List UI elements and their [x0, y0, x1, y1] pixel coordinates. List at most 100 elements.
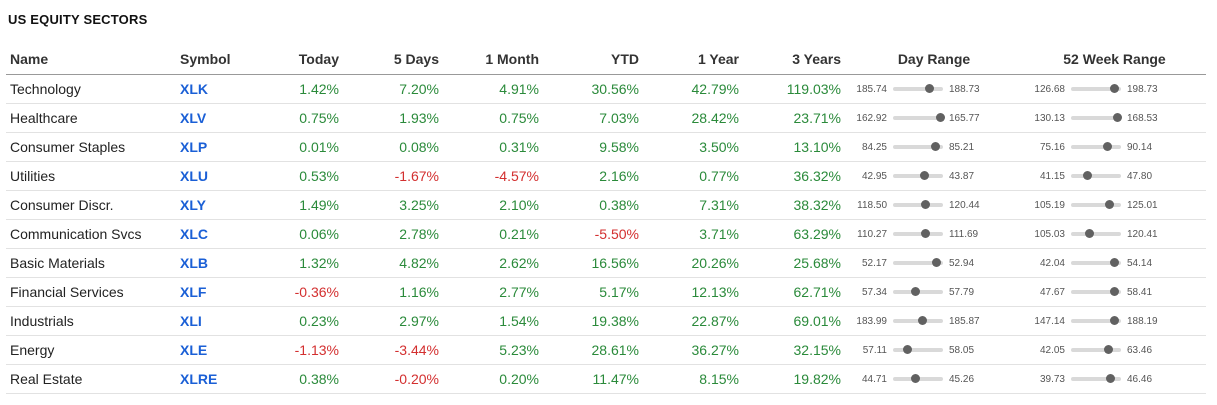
symbol-cell: XLB: [176, 248, 261, 278]
symbol-link[interactable]: XLP: [180, 139, 208, 155]
day-range-track: [893, 287, 943, 296]
52-week-range-low: 42.05: [1039, 344, 1065, 356]
day-range-cell: 57.11 58.05: [845, 335, 1023, 365]
1-month-cell: 2.10%: [443, 190, 543, 220]
1-year-cell: 36.27%: [643, 335, 743, 365]
symbol-link[interactable]: XLF: [180, 284, 207, 300]
table-row[interactable]: Energy XLE -1.13% -3.44% 5.23% 28.61% 36.27% 32…: [6, 335, 1206, 365]
symbol-link[interactable]: XLB: [180, 255, 208, 271]
52-week-range-marker: [1110, 258, 1119, 267]
day-range-low: 118.50: [857, 199, 887, 211]
day-range-cell: 84.25 85.21: [845, 132, 1023, 162]
day-range-track: [893, 316, 943, 325]
col-header-today[interactable]: Today: [261, 43, 343, 75]
table-row[interactable]: Utilities XLU 0.53% -1.67% -4.57% 2.16% 0.77% 3…: [6, 161, 1206, 191]
day-range-track: [893, 229, 943, 238]
day-range-low: 110.27: [857, 228, 887, 240]
52-week-range-track: [1071, 258, 1121, 267]
col-header-52-week-range[interactable]: 52 Week Range: [1023, 43, 1206, 75]
3-years-cell: 25.68%: [743, 248, 845, 278]
52-week-range-track: [1071, 113, 1122, 122]
52-week-range-marker: [1110, 287, 1119, 296]
table-row[interactable]: Communication Svcs XLC 0.06% 2.78% 0.21% -5.5…: [6, 219, 1206, 249]
52-week-range-widget: 147.14 188.19: [1025, 316, 1204, 327]
day-range-widget: 42.95 43.87: [847, 171, 1021, 182]
col-header-5-days[interactable]: 5 Days: [343, 43, 443, 75]
sector-name: Technology: [6, 74, 176, 104]
symbol-cell: XLY: [176, 190, 261, 220]
5-days-cell: -1.67%: [343, 161, 443, 191]
day-range-marker: [921, 229, 930, 238]
today-cell: 1.32%: [261, 248, 343, 278]
ytd-cell: 2.16%: [543, 161, 643, 191]
52-week-range-low: 75.16: [1039, 141, 1065, 153]
col-header-3-years[interactable]: 3 Years: [743, 43, 845, 75]
col-header-symbol[interactable]: Symbol: [176, 43, 261, 75]
col-header-day-range[interactable]: Day Range: [845, 43, 1023, 75]
col-header-1-year[interactable]: 1 Year: [643, 43, 743, 75]
symbol-link[interactable]: XLC: [180, 226, 208, 242]
day-range-widget: 183.99 185.87: [847, 316, 1021, 327]
day-range-high: 58.05: [949, 344, 975, 356]
table-row[interactable]: Financial Services XLF -0.36% 1.16% 2.77% 5.1…: [6, 277, 1206, 307]
symbol-link[interactable]: XLV: [180, 110, 207, 126]
day-range-low: 57.34: [861, 286, 887, 298]
symbol-cell: XLU: [176, 161, 261, 191]
symbol-link[interactable]: XLE: [180, 342, 208, 358]
symbol-cell: XLV: [176, 103, 261, 133]
table-row[interactable]: Healthcare XLV 0.75% 1.93% 0.75% 7.03% 28.42% 2…: [6, 103, 1206, 133]
day-range-high: 111.69: [949, 228, 979, 240]
day-range-high: 85.21: [949, 141, 975, 153]
table-row[interactable]: Real Estate XLRE 0.38% -0.20% 0.20% 11.47% 8.1…: [6, 364, 1206, 394]
5-days-cell: -0.20%: [343, 364, 443, 394]
symbol-link[interactable]: XLRE: [180, 371, 218, 387]
day-range-track: [893, 345, 943, 354]
52-week-range-high: 58.41: [1127, 286, 1153, 298]
col-header-ytd[interactable]: YTD: [543, 43, 643, 75]
day-range-widget: 118.50 120.44: [847, 200, 1021, 211]
today-cell: 0.38%: [261, 364, 343, 394]
52-week-range-widget: 39.73 46.46: [1025, 374, 1204, 385]
1-year-cell: 7.31%: [643, 190, 743, 220]
52-week-range-marker: [1104, 345, 1113, 354]
1-month-cell: 5.23%: [443, 335, 543, 365]
table-row[interactable]: Consumer Discr. XLY 1.49% 3.25% 2.10% 0.38% 7.…: [6, 190, 1206, 220]
52-week-range-cell: 105.19 125.01: [1023, 190, 1206, 220]
day-range-widget: 162.92 165.77: [847, 113, 1021, 124]
day-range-low: 57.11: [862, 344, 887, 356]
table-row[interactable]: Consumer Staples XLP 0.01% 0.08% 0.31% 9.58% 3…: [6, 132, 1206, 162]
day-range-track: [893, 84, 943, 93]
52-week-range-high: 54.14: [1127, 257, 1153, 269]
table-row[interactable]: Basic Materials XLB 1.32% 4.82% 2.62% 16.56% 2…: [6, 248, 1206, 278]
52-week-range-low: 130.13: [1034, 112, 1065, 124]
day-range-widget: 44.71 45.26: [847, 374, 1021, 385]
52-week-range-marker: [1104, 200, 1114, 209]
day-range-marker: [920, 171, 929, 180]
today-cell: 0.53%: [261, 161, 343, 191]
5-days-cell: 2.78%: [343, 219, 443, 249]
day-range-cell: 57.34 57.79: [845, 277, 1023, 307]
52-week-range-cell: 41.15 47.80: [1023, 161, 1206, 191]
table-header-row: Name Symbol Today 5 Days 1 Month YTD 1 Y…: [6, 43, 1206, 75]
sector-name: Energy: [6, 335, 176, 365]
ytd-cell: -5.50%: [543, 219, 643, 249]
ytd-cell: 28.61%: [543, 335, 643, 365]
symbol-link[interactable]: XLU: [180, 168, 208, 184]
table-row[interactable]: Industrials XLI 0.23% 2.97% 1.54% 19.38% 22.87…: [6, 306, 1206, 336]
52-week-range-track: [1071, 287, 1121, 296]
ytd-cell: 7.03%: [543, 103, 643, 133]
5-days-cell: 3.25%: [343, 190, 443, 220]
symbol-link[interactable]: XLY: [180, 197, 206, 213]
table-row[interactable]: Technology XLK 1.42% 7.20% 4.91% 30.56% 42.79%…: [6, 74, 1206, 104]
sector-name: Consumer Staples: [6, 132, 176, 162]
symbol-link[interactable]: XLI: [180, 313, 202, 329]
day-range-low: 84.25: [861, 141, 887, 153]
symbol-link[interactable]: XLK: [180, 81, 208, 97]
symbol-cell: XLP: [176, 132, 261, 162]
day-range-high: 52.94: [949, 257, 975, 269]
5-days-cell: 0.08%: [343, 132, 443, 162]
col-header-1-month[interactable]: 1 Month: [443, 43, 543, 75]
col-header-name[interactable]: Name: [6, 43, 176, 75]
52-week-range-widget: 75.16 90.14: [1025, 142, 1204, 153]
day-range-marker: [920, 200, 930, 209]
